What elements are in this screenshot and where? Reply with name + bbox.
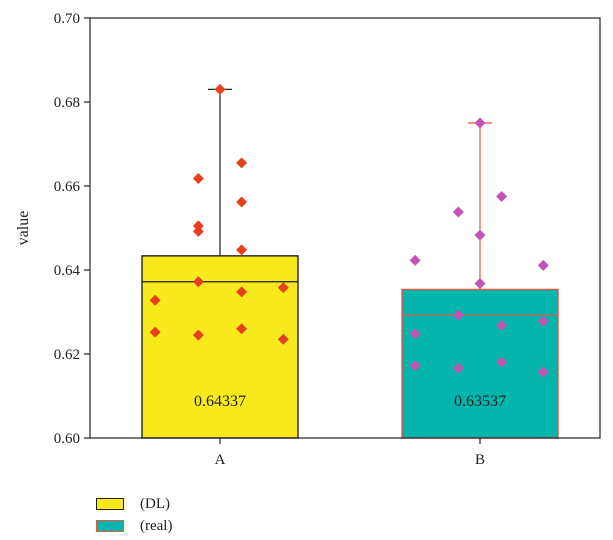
y-axis: 0.60 0.62 0.64 0.66 0.68 0.70 (54, 11, 90, 447)
data-point (452, 206, 464, 218)
data-point (236, 244, 248, 256)
data-point (236, 157, 248, 169)
data-point (192, 329, 204, 341)
legend-item-real: (real) (96, 515, 172, 537)
data-point (496, 191, 508, 202)
data-point (149, 326, 161, 338)
data-point (537, 315, 549, 327)
data-point (474, 277, 486, 289)
bar (401, 288, 559, 439)
data-point (537, 259, 549, 271)
legend-swatch-dl (96, 498, 124, 510)
data-point (192, 225, 204, 237)
bar-value-label: 0.63537 (454, 393, 506, 410)
data-point (537, 366, 549, 378)
legend-label-real: (real) (140, 517, 173, 534)
bars: 0.64337 0.63537 (141, 88, 559, 439)
legend-swatch-real (96, 520, 124, 532)
y-tick-label: 0.60 (54, 431, 80, 447)
data-points (149, 83, 549, 378)
data-point (149, 294, 161, 306)
y-tick-label: 0.64 (54, 263, 81, 279)
data-point (409, 254, 421, 266)
data-point (236, 323, 248, 335)
y-tick-label: 0.62 (54, 347, 80, 363)
data-point (236, 196, 248, 208)
data-point (277, 333, 289, 345)
data-point (496, 319, 508, 331)
data-point (236, 286, 248, 298)
legend: (DL) (real) (96, 493, 172, 537)
plot-frame (89, 17, 601, 439)
data-point (474, 229, 486, 241)
legend-item-dl: (DL) (96, 493, 172, 515)
x-tick-label: B (475, 452, 485, 468)
data-point (452, 362, 464, 374)
data-point (409, 328, 421, 340)
data-point (474, 117, 486, 129)
data-point (192, 172, 204, 184)
y-tick-label: 0.70 (54, 11, 80, 27)
data-point (409, 360, 421, 372)
y-axis-title: value (15, 211, 32, 246)
data-point (214, 83, 226, 95)
chart-canvas: 0.600.620.640.660.680.70 0.64337 0.63537 … (15, 11, 601, 468)
x-tick-label: A (215, 452, 226, 468)
y-tick-label: 0.66 (54, 179, 81, 195)
data-point (452, 309, 464, 321)
data-point (277, 282, 289, 294)
data-point (496, 356, 508, 368)
bar-value-label: 0.64337 (194, 393, 246, 410)
y-tick-label: 0.68 (54, 95, 80, 111)
bar (141, 255, 299, 439)
data-point (192, 276, 204, 288)
legend-label-dl: (DL) (140, 495, 170, 512)
